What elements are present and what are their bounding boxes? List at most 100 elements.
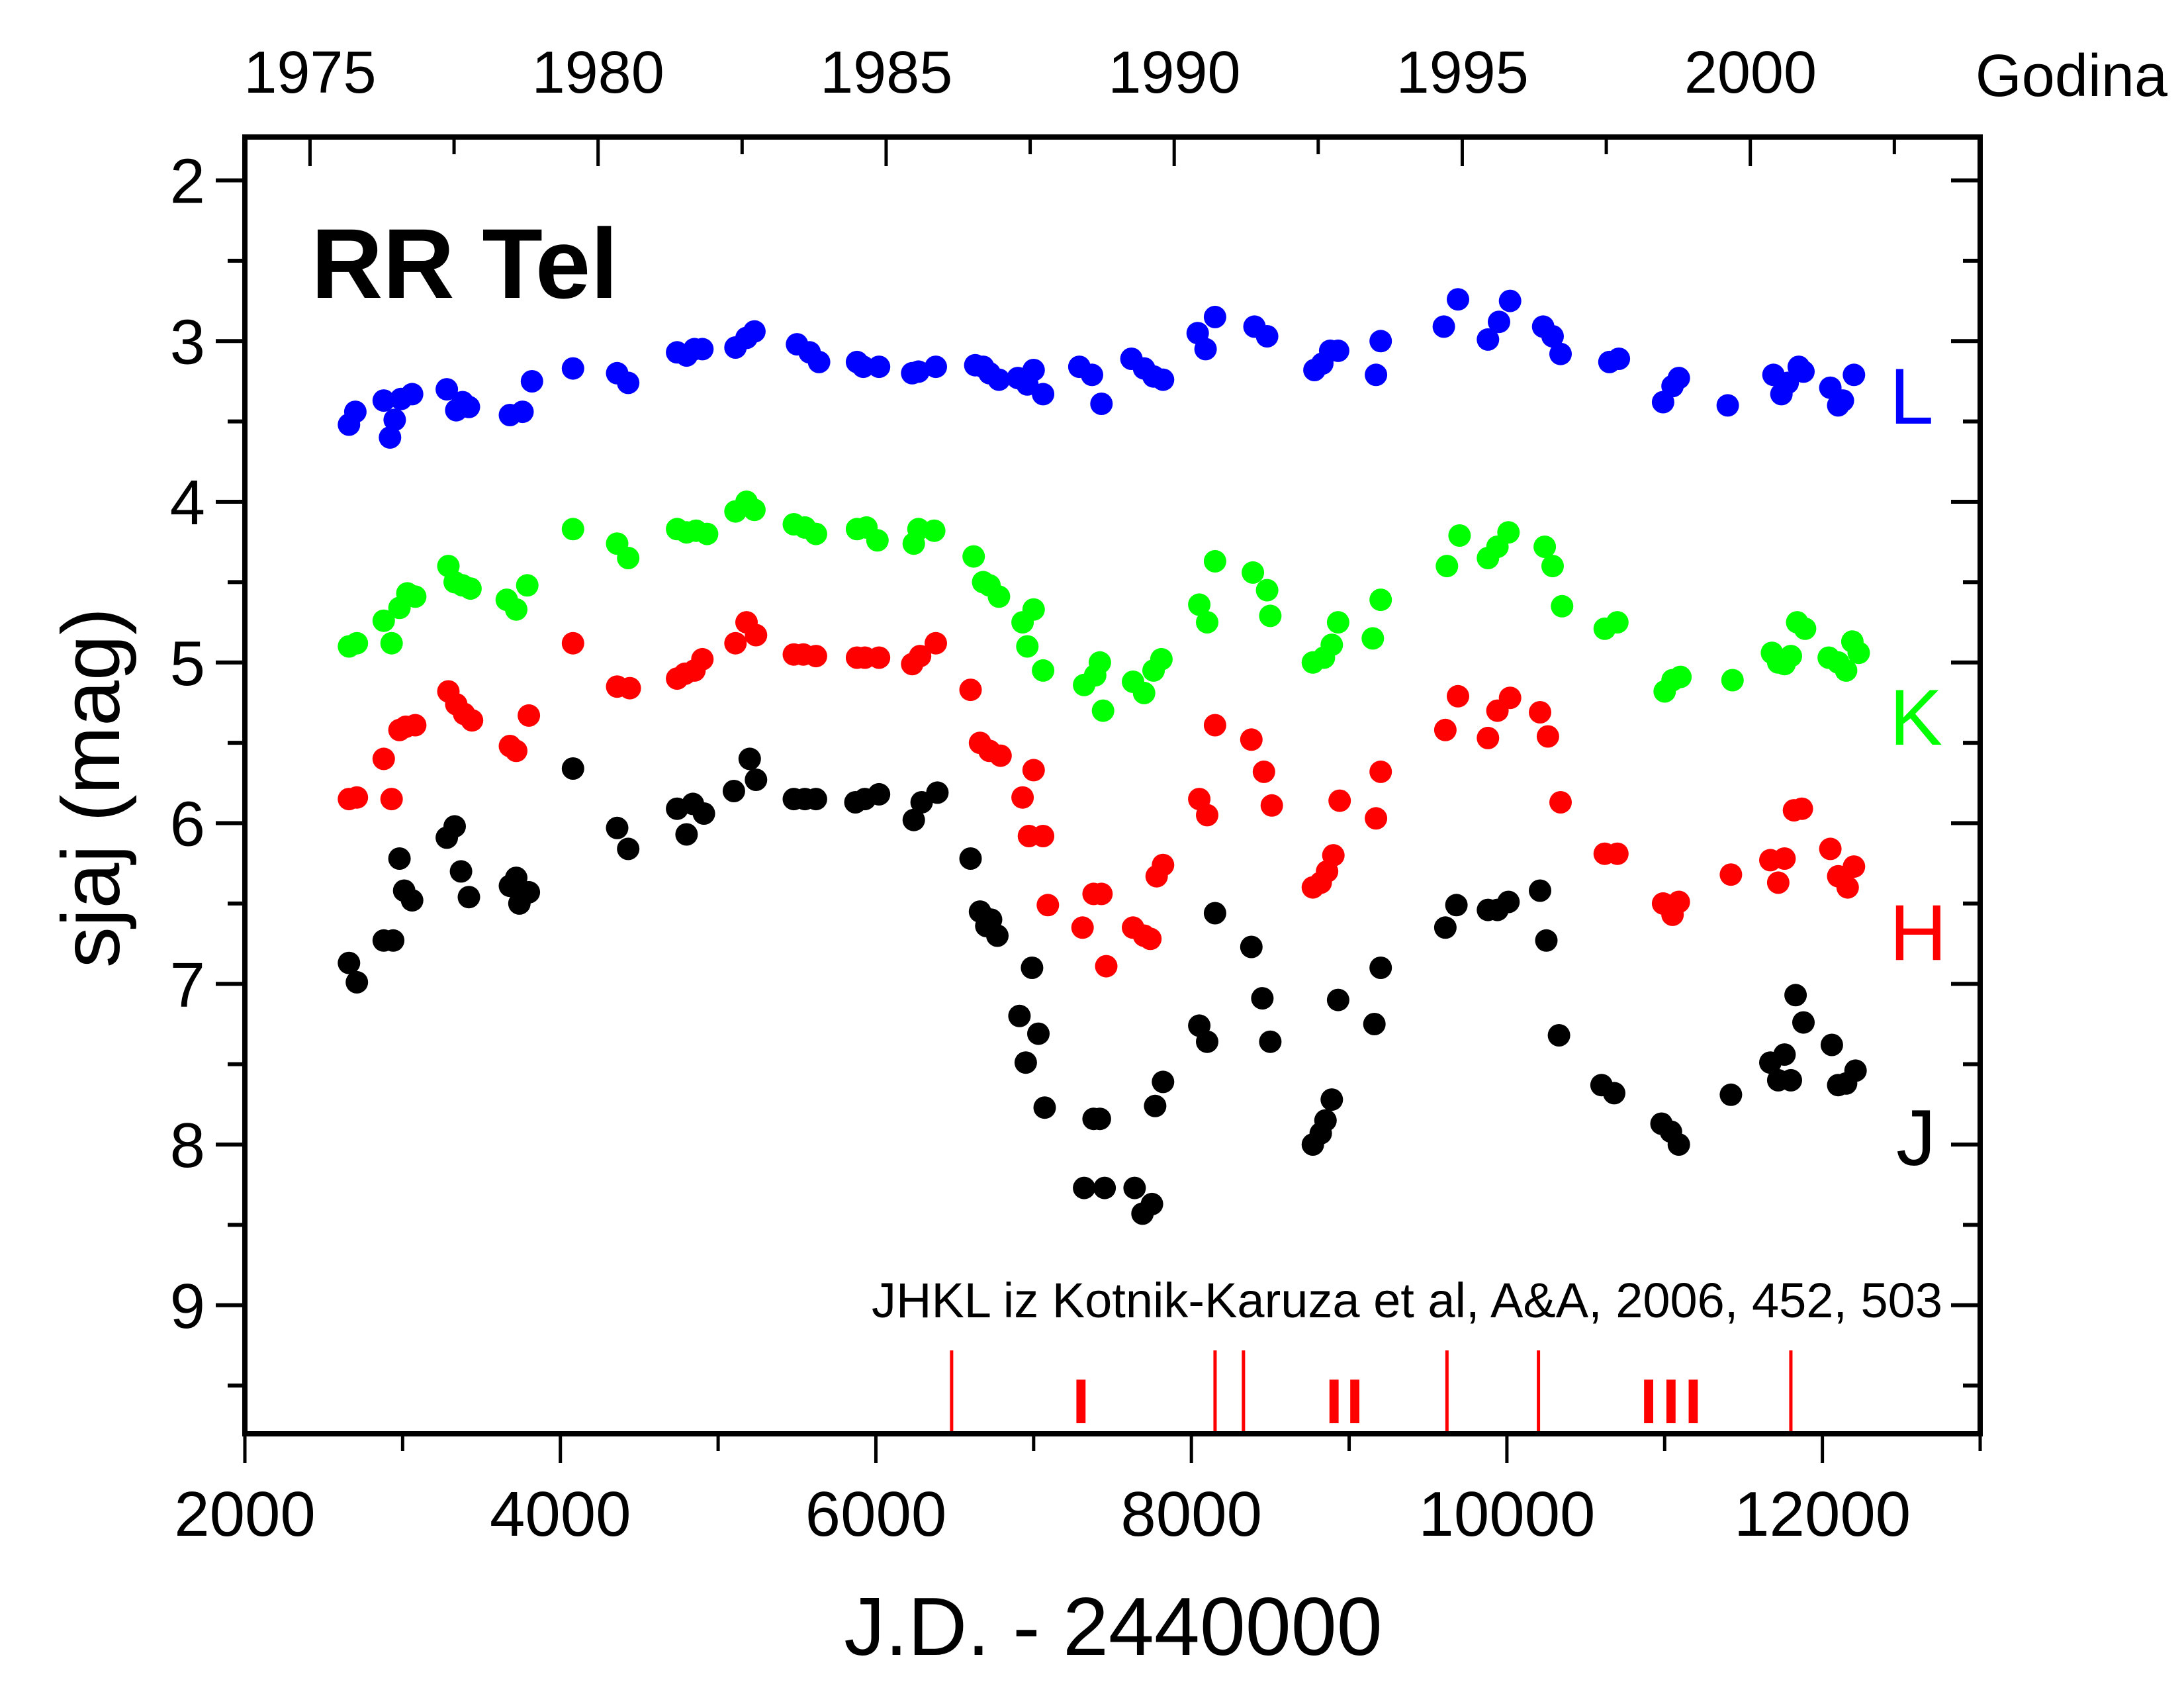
data-point-L xyxy=(1776,371,1799,395)
data-point-J xyxy=(1088,1107,1111,1131)
series-label-K: K xyxy=(1889,673,1942,762)
phase-label: III xyxy=(1640,1366,1702,1437)
data-point-H xyxy=(1447,684,1469,708)
data-point-J xyxy=(1326,988,1349,1011)
data-point-K xyxy=(380,632,403,655)
data-point-J xyxy=(443,815,466,838)
top-year-label: 1990 xyxy=(1108,40,1240,106)
data-point-K xyxy=(866,529,889,552)
data-point-L xyxy=(383,408,406,432)
data-point-K xyxy=(1721,669,1744,692)
y-tick-labels: 2 3 4 5 6 7 8 9 xyxy=(170,146,205,1342)
data-point-J xyxy=(561,757,584,780)
data-point-H xyxy=(1328,789,1351,812)
data-point-H xyxy=(804,645,827,668)
x-tick-label: 2000 xyxy=(174,1479,316,1550)
data-point-J xyxy=(1073,1176,1096,1199)
data-point-K xyxy=(1448,524,1471,547)
data-point-J xyxy=(606,816,629,839)
data-point-J xyxy=(400,889,424,912)
data-point-K xyxy=(1435,555,1459,578)
data-point-H xyxy=(1252,760,1275,783)
data-point-K xyxy=(1497,521,1520,544)
data-point-J xyxy=(1196,1030,1218,1053)
data-point-K xyxy=(1669,665,1692,688)
data-point-K xyxy=(1320,633,1343,657)
data-point-H xyxy=(1071,916,1094,939)
data-point-J xyxy=(926,781,949,804)
data-point-L xyxy=(691,338,714,361)
top-year-label: 1980 xyxy=(532,40,664,106)
data-point-L xyxy=(852,355,875,379)
data-point-K xyxy=(516,574,539,597)
data-point-L xyxy=(1365,363,1388,387)
data-point-J xyxy=(1445,894,1468,917)
data-point-K xyxy=(617,547,640,569)
data-point-J xyxy=(345,970,369,994)
data-point-K xyxy=(743,498,766,522)
x-tick-label: 4000 xyxy=(490,1479,631,1550)
data-point-K xyxy=(459,577,482,600)
data-point-H xyxy=(724,632,747,655)
y-tick-label: 5 xyxy=(170,628,205,699)
data-point-H xyxy=(1790,797,1813,820)
data-point-J xyxy=(1773,1043,1796,1066)
data-point-K xyxy=(372,609,395,632)
data-point-H xyxy=(1196,804,1218,827)
data-point-J xyxy=(449,860,473,883)
data-point-J xyxy=(1784,984,1807,1007)
data-point-J xyxy=(1027,1022,1050,1045)
data-point-L xyxy=(1843,363,1866,387)
x-tick-label: 8000 xyxy=(1120,1479,1262,1550)
top-year-labels: 1975 1980 1985 1990 1995 2000 xyxy=(244,40,1817,106)
data-point-K xyxy=(1022,598,1045,621)
top-year-label: 1985 xyxy=(820,40,952,106)
data-point-H xyxy=(1036,894,1060,917)
data-point-K xyxy=(1196,611,1218,634)
data-point-J xyxy=(868,782,891,806)
data-point-H xyxy=(1606,842,1629,865)
data-point-H xyxy=(1090,882,1113,906)
chart-title: RR Tel xyxy=(311,208,618,319)
y-axis-title: sjaj (mag) xyxy=(46,608,137,968)
data-point-K xyxy=(1551,594,1574,618)
data-point-J xyxy=(338,951,361,974)
data-point-L xyxy=(1326,339,1349,362)
data-point-L xyxy=(1447,288,1469,311)
top-year-label: 1995 xyxy=(1396,40,1529,106)
data-point-H xyxy=(1819,837,1842,861)
data-point-K xyxy=(1259,604,1282,628)
data-point-K xyxy=(1132,681,1156,704)
data-point-H xyxy=(989,744,1012,767)
data-point-J xyxy=(1433,916,1457,939)
data-point-L xyxy=(1432,315,1455,338)
data-point-H xyxy=(1365,807,1388,830)
data-point-H xyxy=(1843,855,1866,878)
data-point-J xyxy=(1497,890,1520,914)
axis-ticks xyxy=(216,137,1982,1463)
data-point-H xyxy=(1549,791,1572,814)
y-tick-label: 2 xyxy=(170,146,205,217)
data-point-H xyxy=(372,747,395,771)
data-point-L xyxy=(511,400,534,424)
data-point-H xyxy=(1498,686,1522,710)
data-point-L xyxy=(1081,363,1103,387)
data-point-L xyxy=(1022,359,1045,381)
data-point-H xyxy=(1152,853,1175,876)
data-point-L xyxy=(807,350,831,373)
data-point-L xyxy=(457,395,480,418)
data-point-K xyxy=(1150,647,1173,671)
data-point-L xyxy=(1667,367,1690,390)
data-point-H xyxy=(1032,825,1055,847)
data-point-H xyxy=(1260,794,1283,817)
data-point-H xyxy=(925,632,947,655)
data-point-J xyxy=(959,847,982,870)
data-point-H xyxy=(561,632,584,655)
data-point-H xyxy=(1477,726,1500,749)
data-point-J xyxy=(902,808,925,831)
data-point-K xyxy=(1203,549,1226,573)
data-point-J xyxy=(1008,1004,1031,1027)
data-point-L xyxy=(1203,305,1226,328)
data-point-J xyxy=(518,880,541,904)
data-point-K xyxy=(1016,635,1039,658)
